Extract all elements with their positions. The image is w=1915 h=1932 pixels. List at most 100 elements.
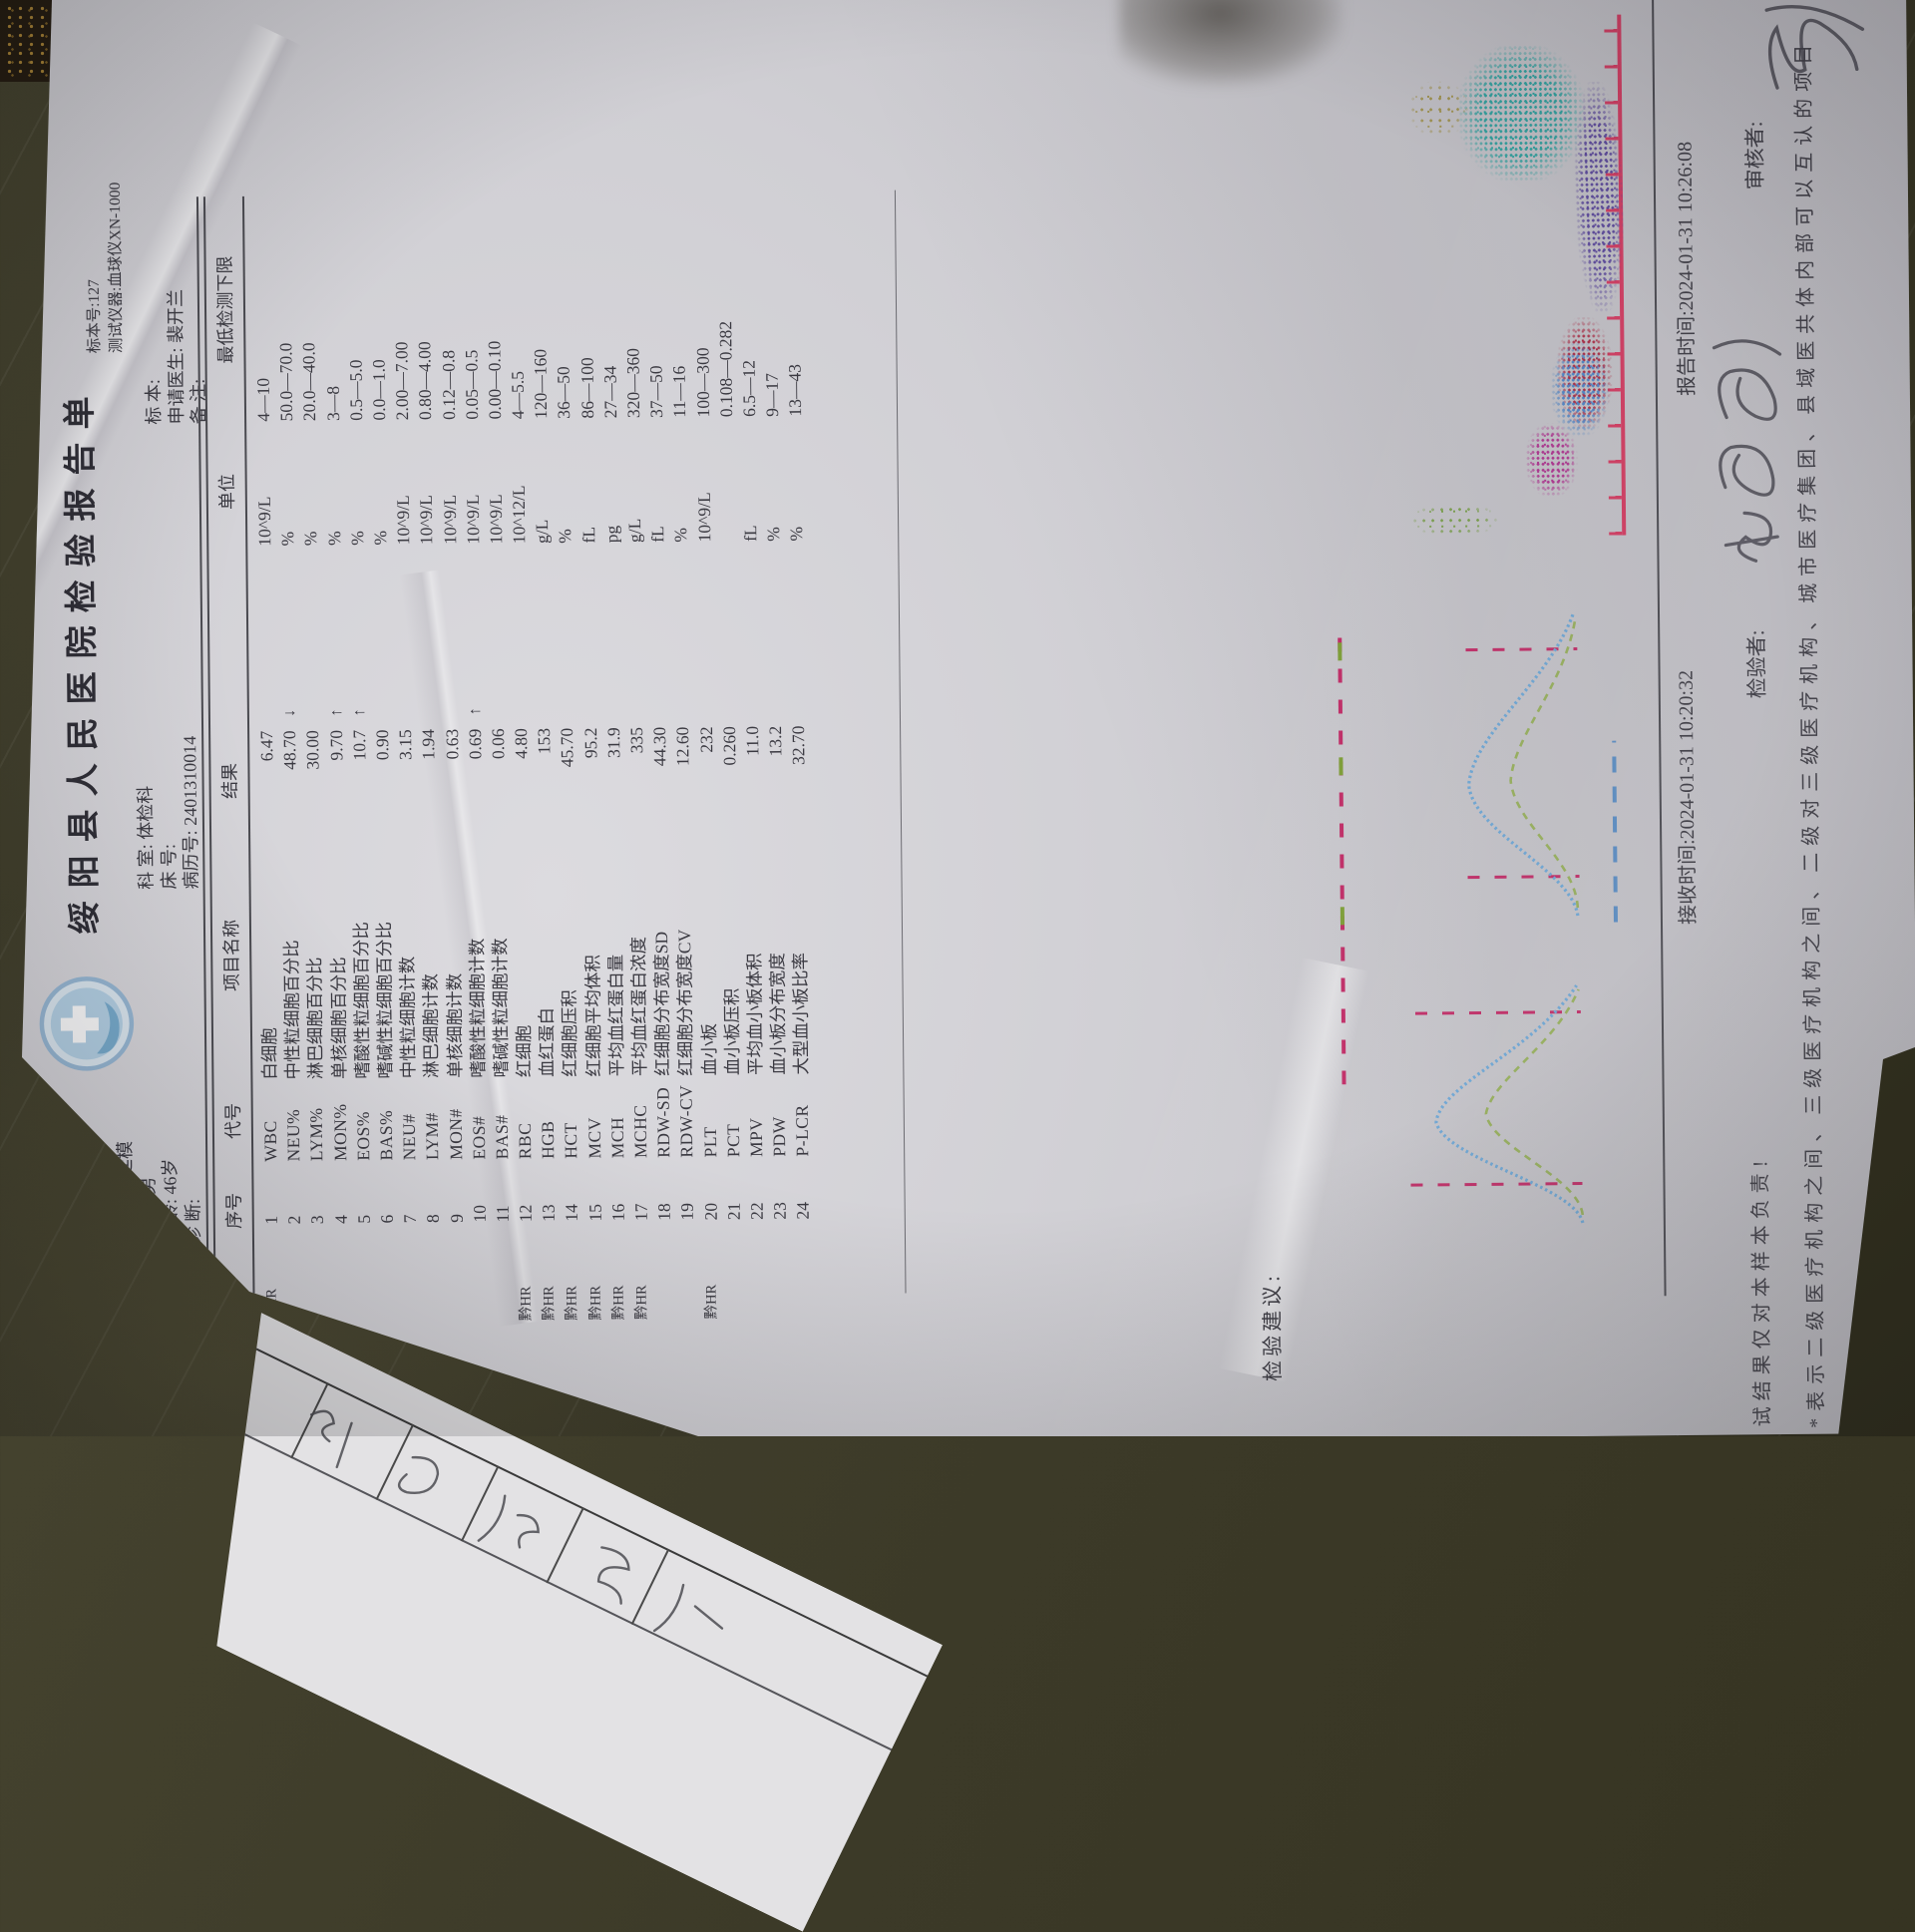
lab-report-paper: 绥阳县人民医院检验报告单 标本号:127 测试仪器:血球仪XN-1000 姓 名… — [22, 0, 1915, 1451]
row-flag — [677, 1255, 701, 1319]
row-code: LYM% — [306, 1107, 327, 1162]
row-name: 平均血红蛋白量 — [605, 954, 627, 1077]
row-unit: % — [670, 527, 691, 543]
sample-no-label: 标本号: — [85, 302, 104, 354]
row-unit: % — [786, 526, 807, 542]
scatter-cluster-khaki — [1407, 81, 1469, 138]
row-code: NEU# — [398, 1113, 420, 1161]
row-range: 6.5—12 — [738, 360, 760, 418]
row-seq: 14 — [562, 1204, 582, 1222]
row-name: 嗜碱性粒细胞百分比 — [373, 921, 396, 1079]
received-time: 接收时间:2024-01-31 10:20:32 — [1670, 670, 1701, 925]
row-code: NEU% — [282, 1108, 304, 1162]
disclaimer-note: 试结果仅对本样本负责! — [1749, 1154, 1774, 1427]
row-unit: % — [323, 531, 344, 547]
row-name: 白细胞 — [258, 1027, 280, 1080]
row-code: WBC — [259, 1120, 281, 1162]
row-range: 0.0—1.0 — [368, 359, 390, 421]
row-name: 血红蛋白 — [537, 1006, 558, 1078]
row-unit: % — [300, 531, 321, 547]
row-result: 1.94 — [418, 728, 439, 760]
row-result: 31.9 — [602, 727, 624, 759]
row-name: 大型血小板比率 — [790, 952, 812, 1075]
abnormal-arrow-icon — [764, 691, 788, 726]
green-dash — [1340, 907, 1344, 926]
header-name: 项目名称 — [220, 919, 242, 992]
row-flag: 黔HR — [610, 1285, 627, 1321]
row-range: 36—50 — [554, 366, 574, 419]
row-code: BAS% — [375, 1109, 397, 1161]
row-name: 血小板分布宽度 — [767, 953, 789, 1075]
row-result: 0.90 — [372, 729, 393, 761]
row-seq: 19 — [677, 1203, 698, 1221]
row-range: 120—160 — [530, 348, 552, 420]
shadow-smudge — [1119, 0, 1343, 87]
row-range: 0.05—0.5 — [461, 349, 482, 420]
row-result: 44.30 — [649, 726, 670, 767]
scatter-dashed-axis — [25, 1445, 272, 1451]
row-seq: 8 — [423, 1214, 444, 1224]
row-code: BAS# — [491, 1114, 513, 1160]
row-unit: % — [370, 530, 391, 546]
row-flag — [399, 1258, 423, 1322]
abnormal-arrow-icon — [533, 693, 557, 728]
row-result: 45.70 — [557, 727, 577, 768]
row-name: 红细胞分布宽度SD — [651, 931, 673, 1076]
scatter-cluster-teal — [1457, 43, 1585, 184]
row-name: 单核细胞百分比 — [327, 957, 349, 1080]
histogram-baseline — [1612, 740, 1618, 923]
abnormal-arrow-icon: ↑ — [466, 707, 484, 716]
row-flag: 黔HR — [541, 1286, 559, 1322]
hospital-logo-icon — [39, 976, 135, 1071]
mutual-recognition-note: *表示二级医疗机构之间、三级医疗机构之间、二级对三级医疗机构、城市医疗集团、县域… — [1792, 37, 1828, 1428]
row-range: 13—43 — [784, 363, 806, 417]
row-unit: % — [346, 531, 368, 546]
row-range: 27—34 — [599, 365, 620, 419]
row-result: 32.70 — [788, 725, 809, 765]
row-seq: 23 — [769, 1202, 790, 1220]
row-seq: 13 — [538, 1204, 560, 1223]
scatter-cluster-purple — [1570, 81, 1628, 314]
row-result: 12.60 — [672, 726, 693, 767]
row-name: 嗜碱性粒细胞计数 — [489, 938, 512, 1078]
row-name: 红细胞 — [513, 1024, 535, 1078]
row-name: 单核细胞计数 — [443, 972, 465, 1078]
histogram-gridline — [1338, 635, 1346, 1085]
abnormal-arrow-icon — [625, 692, 649, 727]
examiner-label: 检验者: — [1744, 629, 1769, 699]
abnormal-arrow-icon — [578, 692, 602, 727]
row-seq: 20 — [700, 1202, 721, 1221]
row-result: 13.2 — [765, 725, 786, 757]
sample-no-value: 127 — [85, 279, 103, 303]
row-result: 232 — [695, 726, 716, 753]
row-result: 6.47 — [256, 730, 277, 762]
row-unit: g/L — [624, 518, 645, 544]
row-range: 3—8 — [322, 385, 343, 422]
row-name: 红细胞平均体积 — [581, 954, 604, 1077]
row-range: 4—10 — [252, 377, 274, 422]
row-flag — [376, 1258, 400, 1322]
abnormal-arrow-icon: ↓ — [281, 708, 299, 717]
row-seq: 16 — [607, 1203, 628, 1222]
row-seq: 6 — [376, 1214, 397, 1224]
green-dash — [1339, 757, 1343, 776]
instrument-label: 测试仪器: — [107, 286, 126, 354]
abnormal-arrow-icon — [787, 690, 811, 725]
header-code: 代号 — [222, 1102, 244, 1140]
reviewer-label: 审核者: — [1742, 121, 1767, 191]
row-unit: fL — [740, 525, 761, 543]
abnormal-arrow-icon — [741, 691, 765, 726]
row-range: 4—5.5 — [507, 370, 529, 420]
plt-histogram-curve — [1434, 984, 1585, 1224]
row-flag — [422, 1258, 446, 1322]
row-flag — [769, 1255, 793, 1319]
row-range: 20.0—40.0 — [298, 342, 320, 422]
row-code: MPV — [745, 1117, 767, 1158]
row-code: MCH — [606, 1116, 628, 1159]
paper-crease — [1218, 958, 1370, 1382]
row-range: 320—360 — [622, 348, 644, 419]
row-flag: 黔HR — [587, 1285, 604, 1321]
row-seq: 10 — [469, 1205, 490, 1223]
row-range: 50.0—70.0 — [275, 342, 297, 422]
suggestion-label: 检验建议: — [1260, 1272, 1286, 1382]
